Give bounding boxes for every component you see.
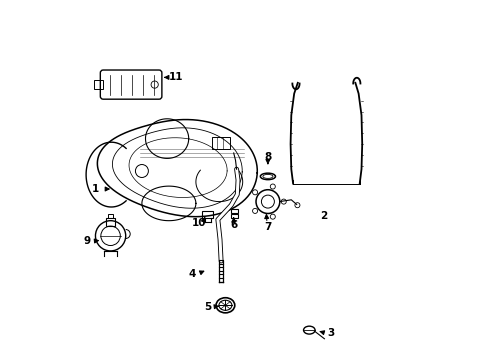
Text: 10: 10 <box>191 218 205 228</box>
Text: 3: 3 <box>326 328 334 338</box>
Text: 11: 11 <box>168 72 183 82</box>
Text: 6: 6 <box>230 220 237 230</box>
Text: 7: 7 <box>264 222 271 232</box>
Text: 1: 1 <box>91 184 99 194</box>
Bar <box>230 214 238 218</box>
Text: 5: 5 <box>203 302 211 312</box>
Bar <box>107 214 113 218</box>
Text: 9: 9 <box>83 236 90 246</box>
Bar <box>106 218 115 226</box>
Text: 2: 2 <box>320 211 326 221</box>
Text: 4: 4 <box>188 269 196 279</box>
Bar <box>202 211 213 218</box>
Bar <box>230 209 238 213</box>
Bar <box>212 137 230 149</box>
Bar <box>94 80 103 89</box>
Text: 8: 8 <box>264 152 271 162</box>
